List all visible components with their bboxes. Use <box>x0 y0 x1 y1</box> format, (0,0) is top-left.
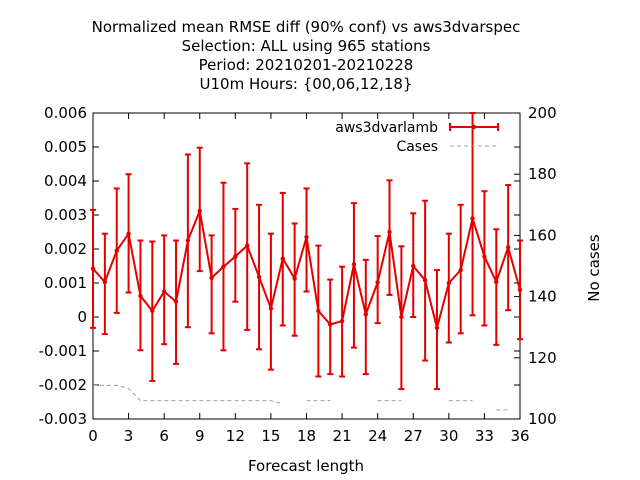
series-cases <box>93 384 509 411</box>
y-tick-label: 0.005 <box>44 138 87 156</box>
x-tick-label: 24 <box>368 427 387 445</box>
y-tick-label: -0.001 <box>39 342 87 360</box>
data-point <box>339 318 345 324</box>
data-point <box>458 267 463 273</box>
data-point <box>209 275 214 281</box>
x-tick-label: 36 <box>510 427 529 445</box>
data-point <box>505 245 511 250</box>
y-tick-label: -0.003 <box>39 410 87 428</box>
y-tick-label: 0.006 <box>44 104 87 122</box>
data-point <box>351 262 357 267</box>
y2-axis-label: No cases <box>585 234 603 302</box>
legend-point <box>471 124 477 130</box>
data-point <box>470 216 475 221</box>
data-point <box>102 279 108 285</box>
data-point <box>482 254 487 259</box>
data-point <box>434 325 440 331</box>
data-point <box>422 278 428 283</box>
y-tick-label: -0.002 <box>39 376 87 394</box>
data-point <box>494 279 499 285</box>
data-point <box>375 280 380 285</box>
x-tick-label: 21 <box>333 427 352 445</box>
legend-label-cases: Cases <box>396 139 438 155</box>
y2-tick-label: 100 <box>528 410 557 428</box>
data-point <box>387 229 392 235</box>
cases-line-segment <box>93 384 283 405</box>
x-tick-label: 9 <box>195 427 205 445</box>
title-line-2: Selection: ALL using 965 stations <box>182 37 431 55</box>
data-point <box>399 314 404 320</box>
data-point <box>114 248 119 253</box>
data-point <box>363 312 369 317</box>
x-tick-label: 12 <box>226 427 245 445</box>
y2-tick-label: 140 <box>528 288 557 306</box>
data-point <box>126 231 131 236</box>
data-point <box>221 264 226 269</box>
legend: aws3dvarlamb Cases <box>335 120 499 155</box>
x-tick-label: 27 <box>404 427 423 445</box>
data-point <box>197 208 202 214</box>
x-tick-label: 18 <box>297 427 316 445</box>
x-tick-label: 33 <box>475 427 494 445</box>
x-tick-label: 6 <box>159 427 169 445</box>
y-tick-label: 0.002 <box>44 240 87 258</box>
x-axis-label: Forecast length <box>248 457 364 475</box>
legend-sample-aws3dvarlamb <box>449 123 499 131</box>
data-point <box>316 308 321 314</box>
y2-tick-label: 120 <box>528 349 557 367</box>
series-aws3dvarlamb <box>90 112 523 391</box>
y2-tick-label: 160 <box>528 226 557 244</box>
data-point <box>233 254 238 259</box>
y-tick-label: 0.003 <box>44 206 87 224</box>
y-tick-label: 0 <box>77 308 87 326</box>
data-point <box>256 274 262 280</box>
title-line-4: U10m Hours: {00,06,12,18} <box>200 75 413 93</box>
data-point <box>150 308 155 314</box>
y-axis-ticks: -0.003 -0.002 -0.001 0 0.001 0.002 0.003 0.004 0… <box>39 104 520 428</box>
title-line-3: Period: 20210201-20210228 <box>199 56 414 74</box>
y2-axis-ticks: 100 120 140 160 180 200 <box>514 104 557 428</box>
data-point <box>446 280 452 286</box>
x-axis-ticks: 0 3 6 9 12 15 18 21 24 27 30 33 36 <box>88 113 530 445</box>
x-tick-label: 3 <box>124 427 134 445</box>
data-point <box>517 287 523 292</box>
data-point <box>328 322 333 327</box>
legend-label-aws3dvarlamb: aws3dvarlamb <box>335 120 438 136</box>
data-point <box>280 256 285 261</box>
y-tick-label: 0.001 <box>44 274 87 292</box>
data-point <box>173 299 179 304</box>
y-tick-label: 0.004 <box>44 172 87 190</box>
data-point <box>411 263 416 269</box>
x-tick-label: 0 <box>88 427 98 445</box>
data-point <box>304 234 309 240</box>
data-point <box>161 289 167 294</box>
title-line-1: Normalized mean RMSE diff (90% conf) vs … <box>92 18 521 36</box>
y2-tick-label: 200 <box>528 104 557 122</box>
y2-tick-label: 180 <box>528 165 557 183</box>
data-point <box>90 266 96 271</box>
data-point <box>268 306 274 311</box>
chart-title: Normalized mean RMSE diff (90% conf) vs … <box>92 18 521 93</box>
x-tick-label: 15 <box>261 427 280 445</box>
data-point <box>244 243 250 248</box>
x-tick-label: 30 <box>439 427 458 445</box>
data-point <box>138 293 143 299</box>
data-point <box>292 276 297 281</box>
data-point <box>185 238 191 243</box>
